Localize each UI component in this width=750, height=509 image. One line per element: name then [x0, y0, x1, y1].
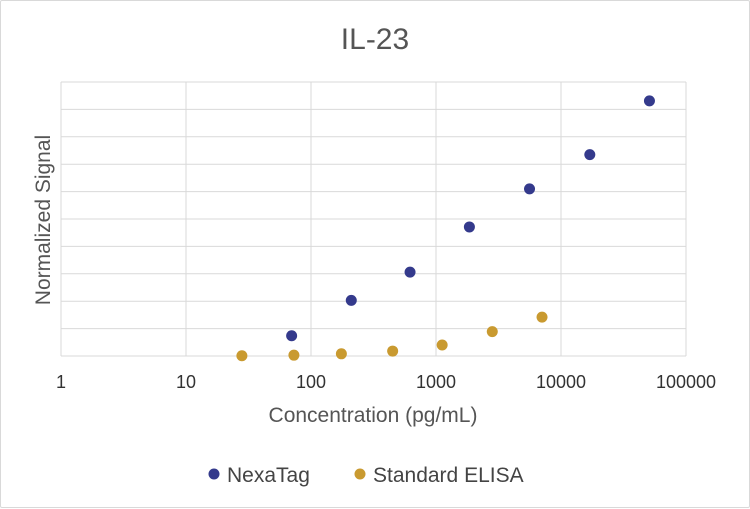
legend-label: Standard ELISA [373, 464, 524, 487]
legend-marker [208, 468, 220, 480]
x-axis-title: Concentration (pg/mL) [269, 404, 478, 427]
legend-item: Standard ELISA [354, 464, 524, 487]
data-point [288, 349, 300, 361]
series-nexatag [286, 95, 655, 342]
data-point [436, 339, 448, 351]
data-point [335, 348, 347, 360]
x-tick-label: 10 [176, 372, 196, 392]
data-point [524, 183, 536, 195]
data-points [236, 95, 655, 362]
legend-marker [354, 468, 366, 480]
data-point [643, 95, 655, 107]
data-point [536, 311, 548, 323]
data-point [387, 345, 399, 357]
chart-title: IL-23 [341, 23, 409, 56]
data-point [404, 266, 416, 278]
legend-label: NexaTag [227, 464, 310, 487]
grid [60, 81, 687, 357]
x-tick-label: 100000 [656, 372, 716, 392]
x-tick-label: 1 [56, 372, 66, 392]
data-point [486, 326, 498, 338]
data-point [584, 149, 596, 161]
series-standard-elisa [236, 311, 548, 362]
data-point [463, 221, 475, 233]
x-tick-label: 10000 [536, 372, 586, 392]
y-axis-title: Normalized Signal [32, 135, 55, 305]
data-point [286, 330, 298, 342]
legend-item: NexaTag [208, 464, 310, 487]
x-axis-ticks: 1 10 100 1000 10000 100000 [56, 372, 716, 392]
x-tick-label: 100 [296, 372, 326, 392]
data-point [345, 294, 357, 306]
data-point [236, 350, 248, 362]
x-tick-label: 1000 [416, 372, 456, 392]
legend: NexaTag Standard ELISA [208, 464, 524, 487]
